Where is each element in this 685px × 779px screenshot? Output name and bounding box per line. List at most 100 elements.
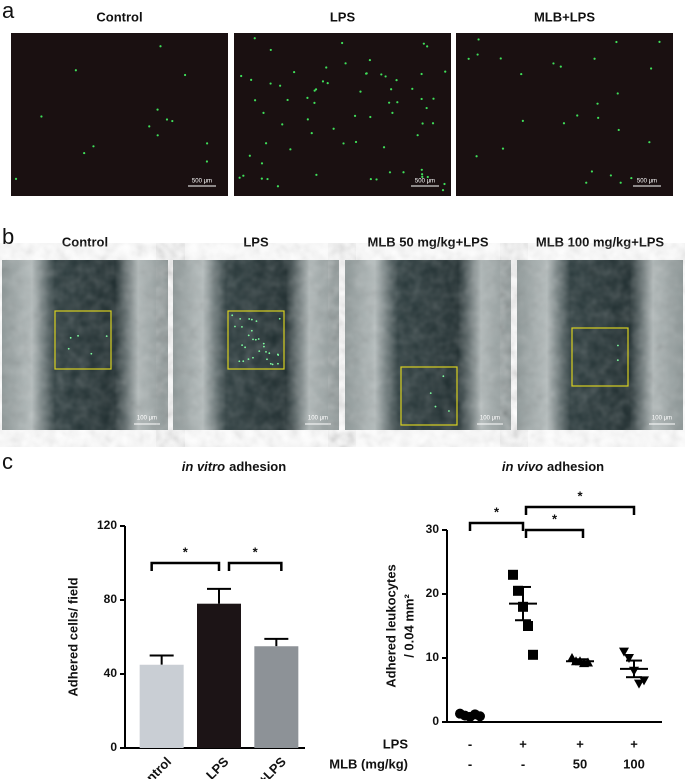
cell-dot: [619, 181, 622, 184]
cell-dot: [576, 114, 579, 117]
cell-dot: [630, 176, 633, 180]
texture: [2, 260, 168, 430]
cell-dot: [268, 352, 271, 355]
cell-dot: [384, 75, 387, 78]
cell-dot: [411, 87, 414, 90]
data-point: [508, 569, 518, 580]
x-tick-label: MLB+LPS: [235, 754, 289, 779]
cell-dot: [257, 338, 260, 340]
x-row-value: 50: [573, 756, 587, 771]
cell-dot: [391, 111, 394, 114]
cell-dot: [250, 318, 253, 321]
cell-dot: [313, 89, 316, 92]
cell-dot: [247, 358, 250, 361]
title-rest: adhesion: [547, 459, 604, 474]
cell-dot: [231, 314, 234, 317]
significance-bracket: [524, 505, 636, 515]
cell-dot: [416, 134, 419, 137]
cell-dot: [105, 335, 108, 338]
cell-dot: [244, 346, 246, 349]
cell-dot: [332, 127, 335, 130]
cell-dot: [420, 72, 423, 76]
region-box: [400, 366, 458, 426]
cell-dot: [593, 57, 596, 60]
cell-dot: [467, 57, 470, 60]
cell-dot: [248, 154, 251, 157]
cell-dot: [74, 69, 77, 72]
cell-dot: [442, 375, 445, 378]
panel-label: b: [2, 224, 14, 249]
cell-dot: [252, 338, 254, 341]
cell-dot: [269, 362, 272, 365]
significance-bracket: [227, 561, 283, 571]
scale-bar-label: 100 μm: [137, 416, 157, 422]
cell-dot: [205, 160, 209, 163]
cell-dot: [241, 326, 243, 328]
y-tick-label: 20: [426, 586, 440, 600]
cell-dot: [254, 338, 257, 341]
x-row-value: +: [519, 736, 527, 751]
cell-dot: [476, 53, 479, 56]
cell-dot: [69, 336, 72, 339]
cell-dot: [369, 115, 372, 119]
cell-dot: [326, 82, 329, 85]
cell-dot: [276, 185, 280, 188]
chart-title: in vitro adhesion: [182, 459, 286, 474]
scale-bar-label: 100 μm: [480, 416, 500, 422]
x-row-value: +: [630, 736, 638, 751]
cell-dot: [434, 405, 437, 408]
cell-dot: [616, 359, 619, 362]
x-tick-label: LPS: [203, 754, 232, 779]
texture: [517, 260, 683, 430]
cell-dot: [165, 118, 169, 121]
cell-dot: [240, 74, 243, 78]
cell-dot: [171, 119, 174, 123]
bar: [254, 646, 299, 748]
cell-dot: [276, 353, 279, 356]
cell-dot: [264, 142, 268, 145]
data-point: [523, 621, 533, 631]
cell-dot: [388, 101, 391, 104]
cell-dot: [248, 318, 251, 320]
cell-dot: [521, 119, 524, 122]
cell-dot: [266, 358, 268, 361]
cell-dot: [253, 37, 256, 40]
y-axis-label: / 0.04 mm²: [401, 594, 416, 658]
cell-dot: [441, 189, 445, 192]
y-tick-label: 80: [104, 592, 118, 606]
significance-mark: *: [253, 544, 259, 559]
x-row-value: -: [468, 736, 472, 751]
cell-dot: [431, 122, 435, 125]
cell-dot: [420, 97, 423, 101]
cell-dot: [380, 73, 383, 76]
cell-dot: [159, 45, 162, 48]
y-tick-label: 120: [97, 518, 117, 532]
cell-dot: [77, 334, 79, 337]
image-title: LPS: [243, 234, 269, 249]
cell-dot: [422, 42, 425, 45]
y-tick-label: 0: [432, 714, 439, 728]
x-row-value: 100: [623, 756, 645, 771]
cell-dot: [520, 72, 523, 76]
cell-dot: [269, 82, 272, 85]
cell-dot: [395, 79, 398, 82]
cell-dot: [658, 40, 661, 43]
significance-mark: *: [577, 488, 583, 503]
scale-bar-label: 500 μm: [415, 179, 435, 185]
cell-dot: [293, 70, 296, 74]
cell-dot: [269, 48, 272, 52]
cell-dot: [238, 176, 241, 179]
cell-dot: [156, 108, 159, 111]
fluorescence-image: [11, 33, 228, 196]
region-box: [571, 327, 629, 387]
cell-dot: [648, 141, 651, 144]
image-title: LPS: [330, 9, 356, 24]
image-title: MLB 100 mg/kg+LPS: [536, 234, 665, 249]
cell-dot: [266, 177, 269, 181]
image-title: MLB 50 mg/kg+LPS: [368, 234, 489, 249]
cell-dot: [239, 318, 242, 320]
panel-label: a: [2, 0, 15, 23]
cell-dot: [341, 41, 344, 45]
cell-dot: [609, 174, 612, 177]
